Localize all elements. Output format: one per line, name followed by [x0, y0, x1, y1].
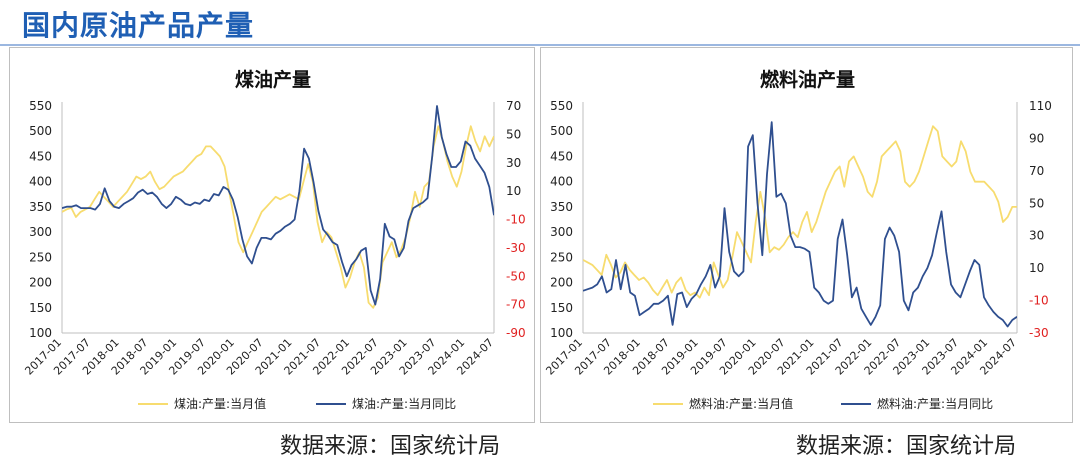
y-left-tick-label: 200 [550, 276, 573, 290]
y-right-tick-label: -10 [1029, 294, 1049, 308]
fuel-oil-chart: 燃料油产量 100 150 200 250 300 350 400 450 500 550 -30 -1… [543, 68, 1052, 411]
legend-label: 煤油:产量:当月同比 [352, 397, 456, 411]
y-right-tick-label: 30 [506, 156, 521, 170]
y-left-tick-label: 400 [550, 175, 573, 189]
y-right-tick-label: 110 [1029, 99, 1052, 113]
y-left-tick-label: 500 [550, 124, 573, 138]
series-line-yoy [583, 121, 1017, 328]
y-right-tick-label: 10 [1029, 261, 1044, 275]
chart-title: 燃料油产量 [760, 68, 855, 91]
y-right-tick-label: -30 [1029, 326, 1049, 340]
legend-label: 煤油:产量:当月值 [174, 396, 266, 411]
y-right-tick-label: 30 [1029, 229, 1044, 243]
legend-label: 燃料油:产量:当月同比 [877, 396, 993, 411]
source-note-right: 数据来源：国家统计局 [796, 434, 1017, 459]
y-right-tick-label: 70 [506, 99, 521, 113]
y-left-tick-label: 250 [550, 250, 573, 264]
y-left-tick-label: 250 [29, 250, 52, 264]
series-line-level [583, 125, 1017, 299]
y-right-tick-label: -50 [506, 269, 526, 283]
y-right-tick-label: 70 [1029, 164, 1044, 178]
y-right-tick-label: -30 [506, 241, 526, 255]
source-note-left: 数据来源：国家统计局 [280, 434, 501, 459]
y-left-tick-label: 550 [29, 99, 52, 113]
series-line-yoy [62, 105, 494, 306]
chart-title: 煤油产量 [235, 68, 311, 91]
y-left-tick-label: 400 [29, 175, 52, 189]
y-right-tick-label: -70 [506, 298, 526, 312]
y-left-tick-label: 350 [550, 200, 573, 214]
y-right-tick-label: 10 [506, 184, 521, 198]
y-left-tick-label: 550 [550, 99, 573, 113]
y-right-tick-label: 50 [1029, 196, 1044, 210]
y-left-tick-label: 450 [29, 149, 52, 163]
y-right-tick-label: -90 [506, 326, 526, 340]
y-left-tick-label: 150 [550, 301, 573, 315]
y-left-tick-label: 300 [29, 225, 52, 239]
legend-label: 燃料油:产量:当月值 [689, 396, 793, 411]
title-rule [0, 44, 1080, 46]
y-left-tick-label: 500 [29, 124, 52, 138]
page-title: 国内原油产品产量 [22, 9, 255, 42]
kerosene-chart: 煤油产量 100 150 200 250 300 350 400 450 500 550 -90 -70… [22, 68, 526, 411]
series-line-level [62, 125, 494, 309]
y-left-tick-label: 350 [29, 200, 52, 214]
y-left-tick-label: 150 [29, 301, 52, 315]
chart-panel-fuel-oil: 燃料油产量 100 150 200 250 300 350 400 450 500 550 -30 -1… [540, 47, 1073, 423]
y-left-tick-label: 200 [29, 276, 52, 290]
y-right-tick-label: 50 [506, 127, 521, 141]
chart-panel-kerosene: 煤油产量 100 150 200 250 300 350 400 450 500 550 -90 -70… [9, 47, 535, 423]
y-right-tick-label: -10 [506, 213, 526, 227]
y-right-tick-label: 90 [1029, 131, 1044, 145]
y-left-tick-label: 450 [550, 149, 573, 163]
y-left-tick-label: 100 [29, 326, 52, 340]
y-left-tick-label: 100 [550, 326, 573, 340]
y-left-tick-label: 300 [550, 225, 573, 239]
